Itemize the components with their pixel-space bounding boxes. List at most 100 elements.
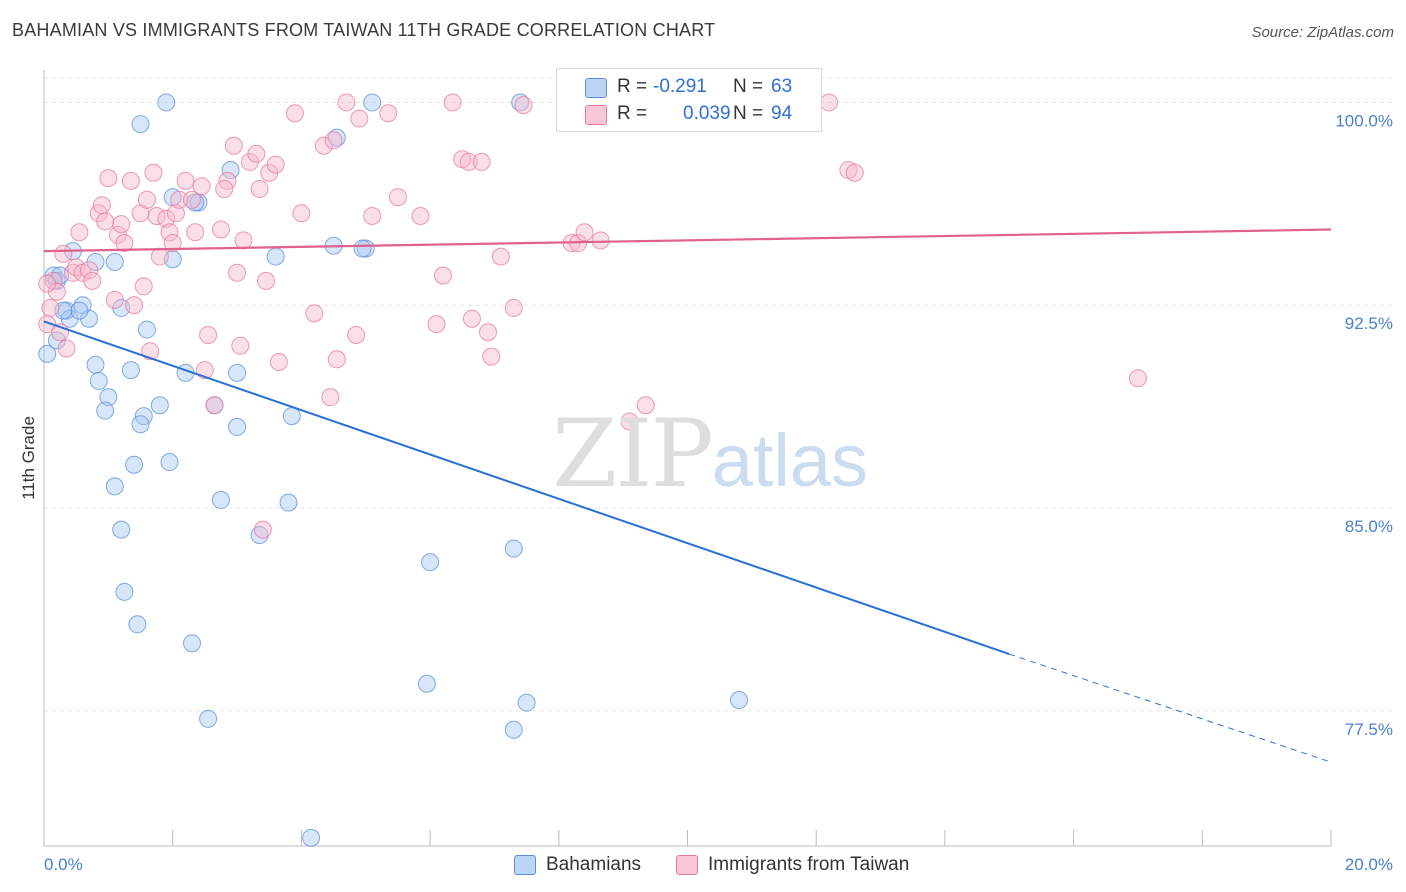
watermark-atlas: atlas [711,419,869,502]
taiwan-point [99,169,118,188]
taiwan-point [170,190,189,209]
taiwan-point [176,171,195,190]
bahamian-point [112,520,131,539]
bahamian-point [228,363,247,382]
bahamian-point [157,93,176,112]
legend-n-value: 63 [771,76,793,97]
taiwan-point [215,179,234,198]
taiwan-point [199,325,218,344]
bahamian-point [125,455,144,474]
taiwan-point [314,136,333,155]
y-tick-label: 77.5% [1345,720,1393,739]
watermark-zip: ZIP [552,400,714,509]
taiwan-point [150,247,169,266]
bahamian-point [363,93,382,112]
bahamian-point [96,401,115,420]
legend-swatch-blue [585,78,607,98]
taiwan-point [321,388,340,407]
bahamian-point [115,582,134,601]
taiwan-point [250,179,269,198]
taiwan-point [166,204,185,223]
x-tick-label: 20.0% [1345,855,1393,874]
taiwan-point [636,396,655,415]
taiwan-point [112,215,131,234]
legend-r-label: R = [617,103,648,124]
taiwan-point [285,104,304,123]
legend-swatch-pink [676,855,698,875]
taiwan-point [186,223,205,242]
taiwan-point [121,171,140,190]
taiwan-point [125,296,144,315]
bahamian-point [137,320,156,339]
taiwan-point [1128,369,1147,388]
bahamian-point [99,388,118,407]
legend-n-value: 94 [771,103,793,124]
taiwan-point [591,231,610,250]
taiwan-point [433,266,452,285]
bahamian-point [266,247,285,266]
legend-label: Immigrants from Taiwan [708,854,910,875]
bahamian-point [160,453,179,472]
taiwan-point [411,207,430,226]
taiwan-point [134,277,153,296]
bahamian-trend-line [43,320,1010,655]
taiwan-point [38,274,57,293]
taiwan-point [144,163,163,182]
taiwan-point [379,104,398,123]
legend-swatch-pink [585,105,607,125]
taiwan-point [83,271,102,290]
bahamian-point [89,371,108,390]
legend-n-label: N = [733,103,764,124]
taiwan-point [141,342,160,361]
taiwan-point [41,298,60,317]
x-tick-label: 0.0% [44,855,83,874]
legend-r-value: -0.291 [653,76,707,97]
taiwan-point [160,223,179,242]
bahamian-point [250,526,269,545]
taiwan-point [234,231,253,250]
taiwan-point [257,271,276,290]
taiwan-point [845,163,864,182]
taiwan-point [514,96,533,115]
taiwan-point [70,223,89,242]
taiwan-point [305,304,324,323]
taiwan-point [192,177,211,196]
taiwan-point [211,220,230,239]
taiwan-point [482,347,501,366]
legend-n-label: N = [733,76,764,97]
bahamian-trend-extension [1009,653,1332,763]
legend-swatch-blue [514,855,536,875]
taiwan-point [472,152,491,171]
taiwan-point [479,323,498,342]
bahamian-point [511,93,530,112]
bahamian-point [729,690,748,709]
bahamian-point [131,115,150,134]
bahamian-point [211,490,230,509]
taiwan-point [337,93,356,112]
taiwan-point [269,353,288,372]
taiwan-point [247,144,266,163]
taiwan-point [820,93,839,112]
taiwan-point [54,244,73,263]
taiwan-point [327,350,346,369]
taiwan-point [575,223,594,242]
bahamian-point [86,355,105,374]
taiwan-point [57,339,76,358]
taiwan-point [504,298,523,317]
bahamian-point [121,361,140,380]
legend-r-label: R = [617,76,648,97]
legend-label: Bahamians [546,854,642,875]
bahamian-point [128,615,147,634]
taiwan-point [350,109,369,128]
taiwan-point [137,190,156,209]
bahamian-point [302,828,321,847]
y-tick-label: 100.0% [1335,111,1393,130]
stats-legend: R = -0.291 N = 63 R = 0.039 N = 94 [556,68,822,132]
y-axis-title: 11th Grade [19,416,38,500]
bahamian-point [105,477,124,496]
taiwan-trend-line [43,228,1332,253]
y-tick-label: 92.5% [1345,314,1393,333]
bahamian-point [353,239,372,258]
taiwan-point [443,93,462,112]
